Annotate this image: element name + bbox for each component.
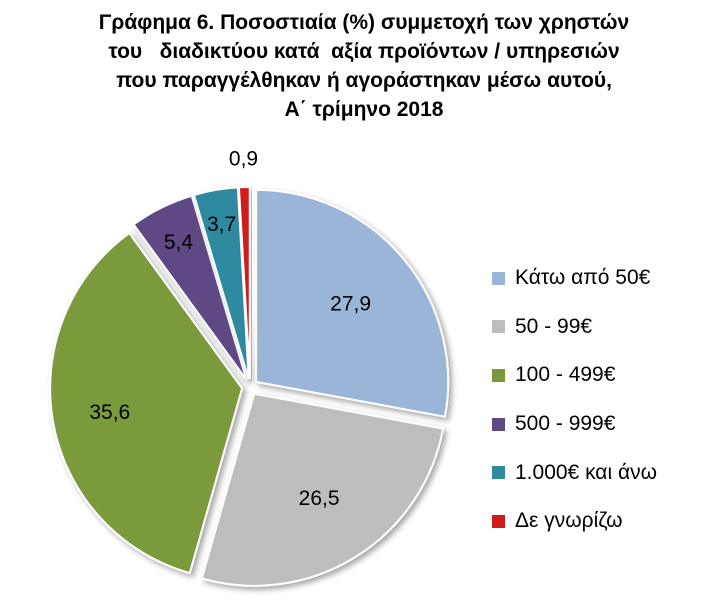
legend-label: 1.000€ και άνω: [515, 460, 657, 484]
legend-swatch: [492, 466, 505, 480]
legend-swatch: [492, 271, 505, 285]
data-label-50-99: 26,5: [299, 487, 340, 510]
legend-swatch: [492, 417, 505, 431]
legend-swatch: [492, 514, 505, 528]
legend-label: Δε γνωρίζω: [515, 509, 623, 533]
legend-item-100-499: 100 - 499€: [492, 351, 657, 400]
data-label-1000-plus: 3,7: [207, 213, 236, 236]
pie-slice-500-999: [132, 194, 248, 381]
legend-swatch: [492, 368, 505, 382]
data-label-500-999: 5,4: [164, 231, 194, 254]
legend-item-50-99: 50 - 99€: [492, 303, 657, 352]
legend-item-500-999: 500 - 999€: [492, 400, 657, 449]
title-line-4: Α΄ τρίμηνο 2018: [284, 98, 444, 121]
title-line-2: του διαδικτύου κατά αξία προϊόντων / υπη…: [108, 40, 620, 63]
title-line-3: που παραγγέλθηκαν ή αγοράστηκαν μέσω αυτ…: [116, 69, 612, 92]
legend-item-1000-plus: 1.000€ και άνω: [492, 448, 657, 497]
legend-swatch: [492, 320, 505, 334]
pie-slice-dont-know: [237, 186, 251, 380]
legend-label: 100 - 499€: [515, 363, 616, 387]
pie-slice-100-499: [49, 231, 244, 575]
legend-item-under-50: Κάτω από 50€: [492, 254, 657, 303]
legend-label: 500 - 999€: [515, 412, 616, 436]
pie-slice-1000-plus: [192, 186, 250, 380]
legend-label: Κάτω από 50€: [515, 266, 651, 290]
legend: Κάτω από 50€ 50 - 99€ 100 - 499€ 500 - 9…: [492, 254, 657, 546]
chart-title: Γράφημα 6. Ποσοστιαία (%) συμμετοχή των …: [0, 8, 728, 124]
legend-label: 50 - 99€: [515, 314, 593, 338]
pie-slice-under-50: [255, 188, 450, 418]
data-label-100-499: 35,6: [89, 401, 130, 424]
data-label-dont-know: 0,9: [229, 147, 258, 170]
title-line-1: Γράφημα 6. Ποσοστιαία (%) συμμετοχή των …: [98, 11, 630, 34]
legend-item-dont-know: Δε γνωρίζω: [492, 497, 657, 546]
data-label-under-50: 27,9: [330, 292, 371, 315]
pie-slice-50-99: [200, 392, 445, 587]
